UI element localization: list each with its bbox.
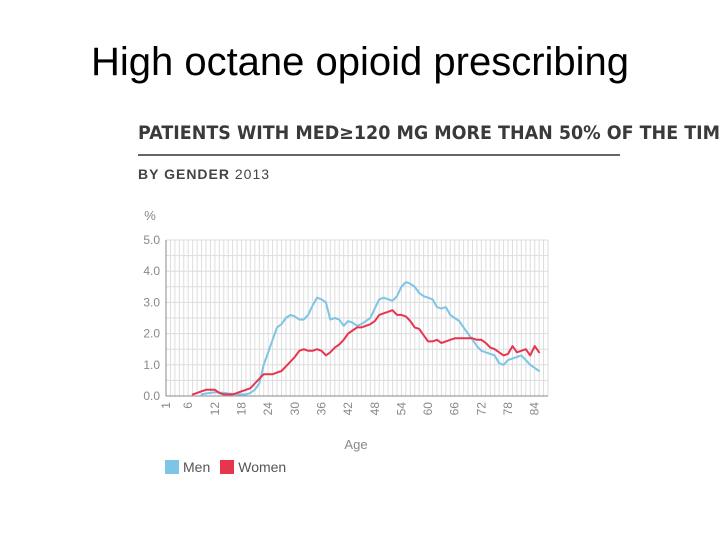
chart-subtitle-bold: BY GENDER: [138, 166, 230, 182]
series-line-women: [191, 309, 541, 396]
x-tick-label: 60: [421, 402, 435, 416]
legend: Men Women: [165, 459, 296, 475]
slide-title: High octane opioid prescribing: [90, 40, 630, 84]
x-tick-label: 30: [288, 402, 302, 416]
title-rule: [138, 154, 620, 156]
legend-swatch-women: [220, 460, 235, 474]
x-tick-label: 18: [235, 402, 249, 416]
x-tick-label: 48: [368, 402, 382, 416]
x-tick-labels: 1 6 12 18 24 30 36 42 48 54 60 66 72 78 84: [159, 402, 542, 416]
legend-item-women: Women: [220, 459, 286, 475]
x-tick-label: 72: [474, 402, 488, 416]
series-group: [191, 281, 541, 396]
x-tick-label: 6: [181, 402, 195, 409]
chart-subtitle: BY GENDER 2013: [138, 166, 270, 182]
x-tick-label: 12: [208, 402, 222, 416]
y-tick-label: 0.0: [143, 389, 160, 403]
x-tick-label: 1: [159, 402, 173, 409]
y-tick-label: 2.0: [143, 327, 160, 341]
y-tick-labels: 0.0 1.0 2.0 3.0 4.0 5.0: [143, 233, 160, 403]
x-tick-label: 24: [261, 402, 275, 416]
y-axis-label: %: [144, 208, 156, 223]
x-tick-label: 78: [501, 402, 515, 416]
legend-swatch-men: [165, 460, 179, 474]
x-axis-label: Age: [344, 437, 367, 452]
x-tick-label: 66: [448, 402, 462, 416]
y-tick-label: 3.0: [143, 295, 160, 309]
legend-item-men: Men: [165, 459, 210, 475]
y-tick-label: 1.0: [143, 358, 160, 372]
x-tick-label: 42: [341, 402, 355, 416]
x-tick-label: 36: [314, 402, 328, 416]
series-line-men: [200, 281, 541, 396]
y-tick-label: 5.0: [143, 233, 160, 247]
legend-label-women: Women: [238, 459, 287, 475]
x-tick-label: 54: [394, 402, 408, 416]
chart-title: PATIENTS WITH MED≥120 MG MORE THAN 50% O…: [138, 122, 720, 144]
x-tick-label: 84: [528, 402, 542, 416]
chart-grid: [165, 239, 549, 397]
legend-label-men: Men: [183, 459, 211, 475]
y-tick-label: 4.0: [143, 264, 160, 278]
chart-subtitle-year: 2013: [234, 166, 271, 182]
